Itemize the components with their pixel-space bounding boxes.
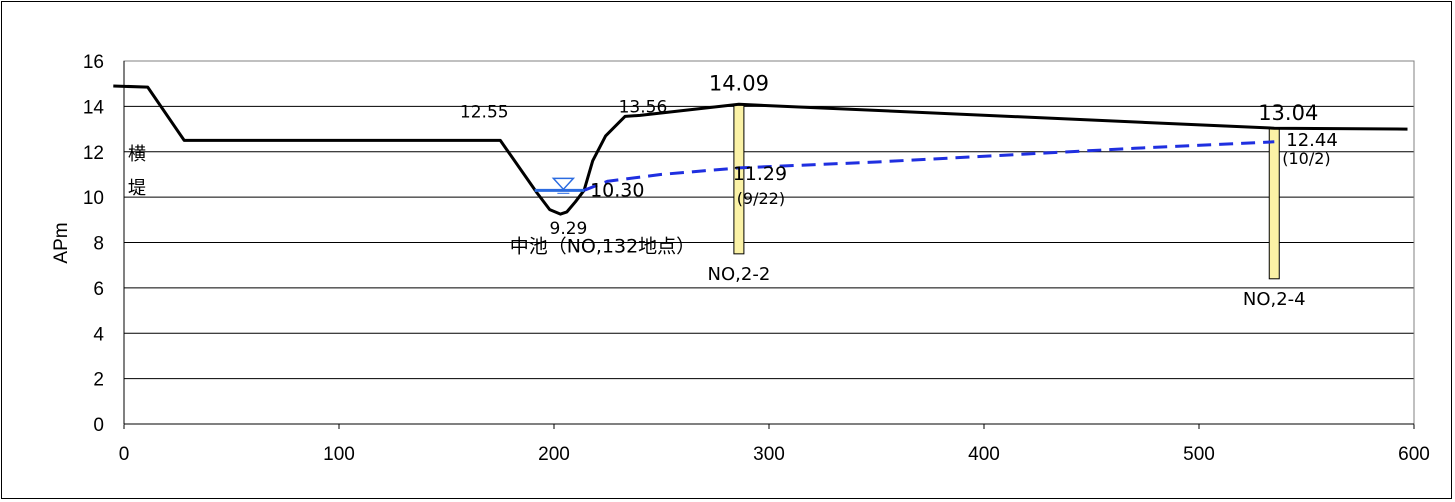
- annotation-label: 12.44: [1286, 130, 1338, 151]
- axes: [123, 60, 1415, 429]
- y-tick-label: 0: [93, 415, 104, 436]
- x-tick-label: 400: [968, 444, 1000, 465]
- grid-lines: [124, 60, 1414, 425]
- x-tick-label: 500: [1183, 444, 1215, 465]
- annotation-label: 12.55: [460, 102, 509, 122]
- annotation-label: 11.29: [733, 163, 787, 185]
- series-lines: [113, 84, 1408, 216]
- x-tick-label: 200: [538, 444, 570, 465]
- y-tick-label: 10: [83, 188, 104, 209]
- groundwater-line: [583, 140, 1275, 192]
- annotation-label: (10/2): [1282, 149, 1330, 168]
- y-tick-label: 8: [93, 234, 104, 255]
- x-tick-label: 300: [753, 444, 785, 465]
- annotation-label: (9/22): [737, 189, 785, 208]
- y-tick-label: 12: [83, 143, 104, 164]
- borehole-label: NO,2-2: [708, 264, 771, 285]
- y-axis-label: APm: [51, 222, 72, 263]
- boreholes: NO,2-2 NO,2-4: [708, 103, 1306, 310]
- tick-labels: 0 2 4 6 8 10 12 14 16 0 100 200 300 400 500 600: [83, 52, 1430, 465]
- annotation-label: 10.30: [590, 179, 644, 201]
- y-tick-label: 2: [93, 370, 104, 391]
- borehole-bar: [1268, 127, 1280, 280]
- annotation-label: 14.09: [709, 71, 769, 95]
- x-tick-label: 0: [119, 444, 130, 465]
- y-tick-label: 4: [93, 324, 104, 345]
- annotation-label: 13.56: [619, 97, 668, 117]
- y-tick-label: 16: [83, 52, 104, 73]
- annotation-label: 13.04: [1258, 101, 1318, 125]
- x-tick-label: 600: [1398, 444, 1430, 465]
- borehole-label: NO,2-4: [1243, 289, 1306, 310]
- y-tick-label: 6: [93, 279, 104, 300]
- water-level-triangle-icon: [551, 177, 576, 191]
- annotation-label: 横: [128, 144, 146, 165]
- annotation-label: 中池（NO,132地点）: [510, 236, 695, 258]
- water-level: [534, 177, 585, 194]
- ground-profile-line: [113, 84, 1408, 216]
- annotation-label: 堤: [128, 178, 146, 199]
- y-tick-label: 14: [83, 97, 105, 118]
- annotation-label: 9.29: [550, 219, 588, 239]
- x-tick-label: 100: [323, 444, 355, 465]
